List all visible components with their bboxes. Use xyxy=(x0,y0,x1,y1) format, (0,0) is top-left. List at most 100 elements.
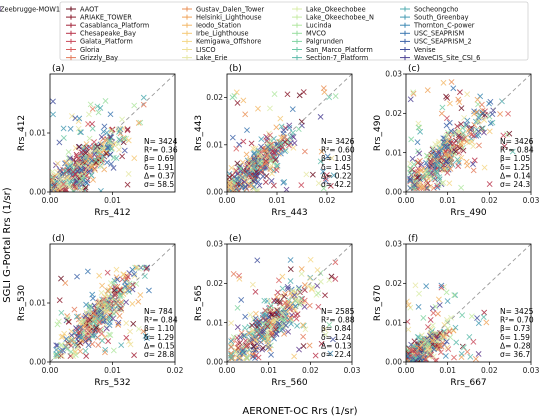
y-tick-label: 0.01 xyxy=(29,129,46,138)
data-point xyxy=(425,170,432,177)
data-point xyxy=(255,105,261,112)
data-point xyxy=(60,347,66,354)
legend-label: AAOT xyxy=(80,5,99,13)
data-point xyxy=(434,342,441,349)
data-point xyxy=(444,115,450,122)
data-point xyxy=(483,319,490,326)
data-point xyxy=(125,338,132,345)
data-point xyxy=(271,323,278,330)
data-point xyxy=(107,111,114,118)
data-point xyxy=(327,350,334,357)
data-point xyxy=(125,171,132,177)
data-point xyxy=(438,110,445,117)
data-point xyxy=(294,322,300,329)
data-point xyxy=(324,153,331,160)
data-point xyxy=(97,105,104,111)
data-point xyxy=(116,136,122,143)
data-point xyxy=(243,179,250,185)
data-point xyxy=(132,264,139,271)
data-point xyxy=(257,159,264,166)
data-point xyxy=(234,100,241,106)
data-point xyxy=(439,104,446,111)
data-point xyxy=(428,151,435,158)
data-point xyxy=(288,290,294,297)
data-point xyxy=(458,350,465,357)
data-point xyxy=(429,322,436,329)
data-point xyxy=(54,160,61,167)
x-tick-label: 0.00 xyxy=(398,196,415,205)
data-point xyxy=(315,290,322,297)
stat-line: δ= 1.45 xyxy=(321,163,351,172)
data-point xyxy=(53,342,60,349)
data-point xyxy=(135,298,142,305)
data-point xyxy=(436,302,443,308)
data-point xyxy=(427,183,433,190)
data-point xyxy=(307,275,313,282)
data-point xyxy=(438,284,445,291)
data-point xyxy=(89,125,96,132)
data-point xyxy=(458,105,465,112)
data-point xyxy=(427,160,434,166)
data-point xyxy=(230,334,237,340)
data-point xyxy=(60,181,67,187)
data-point xyxy=(77,324,84,331)
data-point xyxy=(110,315,116,322)
data-point xyxy=(233,89,240,96)
y-tick-label: 0.03 xyxy=(385,70,402,79)
data-point xyxy=(122,283,129,290)
data-point xyxy=(255,149,262,156)
legend-entry: Ieodo_Station xyxy=(182,22,241,30)
data-point xyxy=(252,347,259,354)
data-point xyxy=(468,313,475,320)
data-point xyxy=(306,342,313,349)
stat-line: σ= 36.7 xyxy=(500,350,530,359)
data-point xyxy=(481,164,488,171)
data-point xyxy=(72,145,79,151)
data-point xyxy=(509,148,516,155)
data-point xyxy=(312,352,319,359)
data-point xyxy=(51,182,58,189)
x-tick-label: 0.00 xyxy=(219,366,236,375)
data-point xyxy=(326,321,333,328)
data-point xyxy=(420,353,427,360)
data-point xyxy=(123,334,130,341)
data-point xyxy=(416,354,423,361)
data-point xyxy=(249,322,255,329)
y-tick-label: 0.02 xyxy=(385,109,402,118)
data-point xyxy=(250,343,257,350)
data-point xyxy=(276,298,283,305)
data-point xyxy=(102,346,109,353)
data-point xyxy=(71,347,78,354)
data-point xyxy=(470,161,476,168)
data-point xyxy=(245,330,252,337)
data-point xyxy=(415,345,422,352)
data-point xyxy=(460,147,467,154)
legend-entry: Casablanca_Platform xyxy=(66,22,149,30)
data-point xyxy=(143,265,150,272)
data-point xyxy=(450,140,457,147)
data-point xyxy=(237,174,244,181)
data-point xyxy=(228,352,235,359)
data-point xyxy=(228,320,235,327)
data-point xyxy=(88,164,95,171)
data-point xyxy=(451,292,458,299)
data-point xyxy=(438,154,445,161)
data-point xyxy=(409,155,416,162)
data-point xyxy=(327,182,334,189)
data-point xyxy=(407,175,414,182)
one-to-one-line xyxy=(226,243,353,363)
data-point xyxy=(96,272,103,279)
data-point xyxy=(106,331,113,338)
legend-label: Chesapeake_Bay xyxy=(80,30,136,38)
legend-entry: MVCO xyxy=(292,30,326,38)
data-point xyxy=(57,342,64,349)
data-point xyxy=(500,132,507,139)
data-point xyxy=(258,136,265,143)
data-point xyxy=(466,334,473,340)
data-point xyxy=(443,158,450,165)
data-point xyxy=(125,137,132,144)
data-point xyxy=(292,307,299,313)
data-point xyxy=(307,274,314,281)
data-point xyxy=(264,323,271,330)
